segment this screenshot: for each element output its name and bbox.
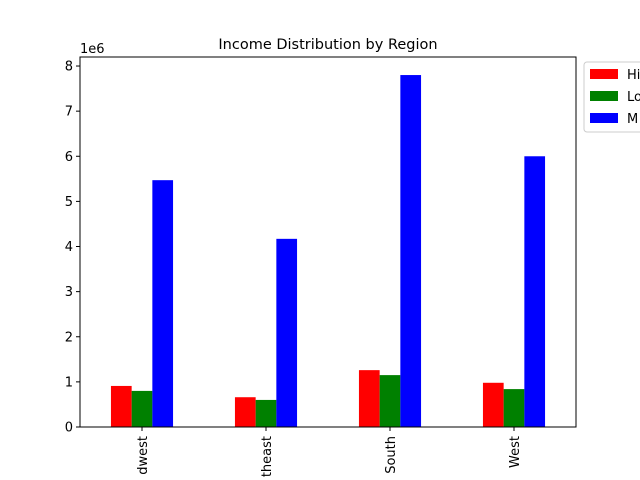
legend-label-low: Lo [627, 90, 640, 105]
bar-high-south [358, 370, 380, 427]
y-tick-label: 2 [65, 330, 73, 345]
bar-low-south [379, 375, 401, 427]
legend-swatch-high [590, 69, 618, 79]
chart-title: Income Distribution by Region [218, 37, 437, 53]
x-tick-label-midwest: dwest [136, 436, 151, 475]
y-tick-label: 7 [65, 105, 73, 120]
bar-middle-west [524, 156, 546, 427]
bar-middle-northeast [276, 238, 298, 427]
y-axis: 0 1 2 3 4 5 6 7 8 [65, 60, 80, 436]
bar-high-midwest [110, 385, 132, 427]
bar-middle-midwest [152, 180, 174, 427]
y-tick-label: 5 [65, 195, 73, 210]
bar-low-northeast [255, 399, 277, 427]
bar-high-northeast [234, 397, 256, 427]
y-tick-label: 6 [65, 150, 73, 165]
bar-low-west [503, 389, 525, 427]
x-tick-label-northeast: theast [260, 436, 275, 477]
bars-group [110, 75, 546, 428]
x-tick-label-west: West [508, 436, 523, 468]
bar-high-west [482, 382, 504, 427]
y-tick-label: 1 [65, 375, 73, 390]
plot-frame [79, 56, 577, 428]
legend-label-high: Hi [627, 68, 640, 83]
y-tick-label: 4 [65, 240, 73, 255]
y-tick-label: 0 [65, 421, 73, 436]
y-tick-label: 8 [65, 60, 73, 75]
legend: Hi Lo M [583, 61, 640, 133]
y-axis-multiplier: 1e6 [80, 42, 105, 57]
bar-middle-south [400, 75, 422, 428]
bar-low-midwest [131, 390, 153, 427]
y-tick-label: 3 [65, 285, 73, 300]
legend-swatch-low [590, 91, 618, 101]
x-axis: dwest theast South West [136, 427, 523, 477]
legend-swatch-middle [590, 113, 618, 123]
x-tick-label-south: South [384, 436, 399, 474]
legend-label-middle: M [627, 112, 638, 127]
